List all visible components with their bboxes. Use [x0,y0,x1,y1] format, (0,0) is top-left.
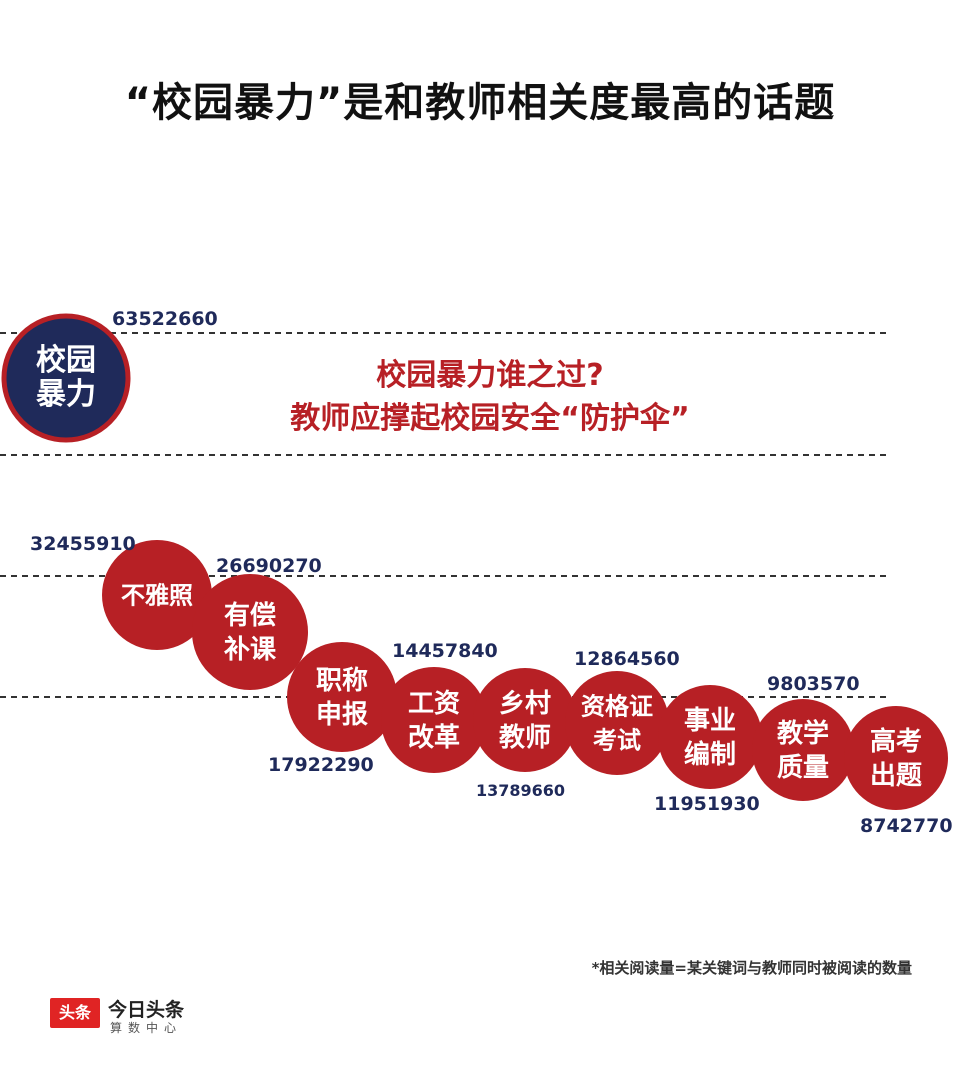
value-label-9: 9803570 [767,673,860,695]
bubble-label-1-2: 暴力 [36,377,96,412]
bubble-label-6-1: 乡村 [499,689,551,719]
brand-badge: 头条 [50,998,100,1028]
value-label-5: 14457840 [392,640,498,662]
bubble-7 [565,671,669,775]
bubble-6 [473,668,577,772]
bubble-5 [381,667,487,773]
bubble-label-7-2: 考试 [593,726,641,754]
bubble-8 [658,685,762,789]
value-label-2: 32455910 [30,533,136,555]
value-label-1: 63522660 [112,308,218,330]
bubble-2 [102,540,212,650]
bubble-label-5-1: 工资 [408,689,460,719]
bubble-4 [287,642,397,752]
value-label-10: 8742770 [860,815,953,837]
bubble-label-4-1: 职称 [316,666,368,696]
footnote: *相关阅读量=某关键词与教师同时被阅读的数量 [591,959,912,977]
headline-line-2: 教师应撑起校园安全“防护伞” [290,401,690,436]
value-label-7: 12864560 [574,648,680,670]
bubble-label-5-2: 改革 [408,722,460,753]
bubble-label-7-1: 资格证 [581,692,653,720]
bubble-10 [844,706,948,810]
bubble-label-6-2: 教师 [499,723,551,753]
bubble-label-8-2: 编制 [684,739,736,770]
bubble-label-9-2: 质量 [777,753,829,783]
bubble-1 [1,313,131,443]
value-label-8: 11951930 [654,793,760,815]
bubble-label-10-1: 高考 [870,726,922,757]
brand-subtitle: 算数中心 [110,1021,183,1035]
bubble-label-3-2: 补课 [224,635,277,665]
bubble-9 [752,699,854,801]
bubble-label-8-1: 事业 [684,706,736,736]
value-label-6: 13789660 [476,781,565,800]
brand-name: 今日头条 [108,999,185,1021]
bubble-label-2-1: 不雅照 [121,581,193,609]
bubble-3 [192,574,308,690]
bubble-label-4-2: 申报 [316,699,368,730]
value-label-3: 26690270 [216,555,322,577]
bubble-label-9-1: 教学 [777,718,829,749]
bubble-label-10-2: 出题 [870,761,922,791]
page-title: “校园暴力”是和教师相关度最高的话题 [124,80,836,126]
bubble-label-1-1: 校园 [36,343,96,378]
headline-line-1: 校园暴力谁之过? [376,358,604,393]
bubble-label-3-1: 有偿 [224,601,276,631]
value-label-4: 17922290 [268,754,374,776]
